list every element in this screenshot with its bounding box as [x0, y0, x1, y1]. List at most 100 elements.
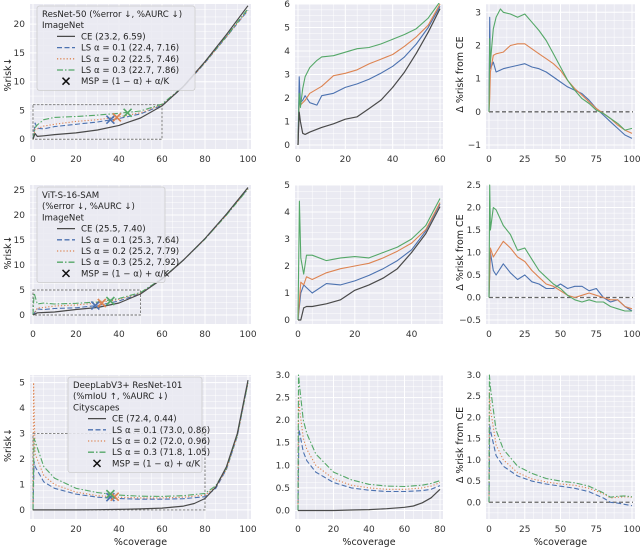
y-tick-label: 0.0 — [276, 506, 291, 516]
msp-marker-LS03 — [123, 108, 133, 118]
legend-title: ImageNet — [42, 21, 85, 31]
series-line-LS01 — [488, 16, 633, 139]
y-tick-label: −1 — [468, 141, 481, 151]
y-tick-label: 3 — [284, 71, 290, 81]
series-line-LS03 — [488, 374, 633, 503]
x-tick-label: 40 — [113, 525, 125, 535]
series-line-LS02 — [297, 3, 441, 146]
y-tick-label: 2.0 — [467, 204, 482, 214]
y-axis-label: Δ %risk from CE — [455, 407, 466, 483]
series-line-LS03 — [297, 374, 441, 511]
panel-deeplab-zoom: 0 20 40 60 80 0.0 0.5 1.0 1.5 2.0 2.5 3.0 %coverage — [276, 371, 446, 547]
x-tick-label: 40 — [406, 330, 418, 340]
x-tick-label: 0 — [30, 155, 36, 165]
y-tick-label: 1.0 — [467, 249, 482, 259]
y-tick-label: 0 — [284, 316, 290, 326]
y-tick-label: 25 — [14, 186, 25, 196]
plot-area — [297, 198, 441, 321]
y-tick-label: 1.5 — [467, 435, 481, 445]
x-tick-label: 20 — [328, 525, 340, 535]
y-tick-label: 3.0 — [467, 371, 482, 381]
y-tick-label: 3 — [475, 8, 481, 18]
x-tick-label: 80 — [199, 525, 211, 535]
series-line-CE — [298, 488, 441, 512]
msp-marker-stroke — [123, 108, 133, 118]
panel-resnet-delta: 0 25 50 75 100 −1 0 1 2 3 Δ %risk from CE — [455, 3, 640, 165]
y-tick-label: 5 — [284, 24, 290, 34]
legend-entry-label: CE (25.5, 7.40) — [81, 225, 146, 235]
zoom-region-box — [32, 289, 141, 316]
x-tick-label: 80 — [199, 330, 211, 340]
series-line-LS01 — [488, 425, 633, 507]
series-line-LS01 — [32, 382, 249, 510]
series-line-LS02 — [488, 240, 633, 310]
y-axis-label: %risk↓ — [3, 236, 14, 270]
panel-vit-delta: 0 25 50 75 100 −0.5 0.0 0.5 1.0 1.5 2.0 2.5 Δ %risk … — [455, 181, 640, 340]
legend-title: (%mIoU ↑, %AURC ↓) — [73, 392, 168, 402]
x-tick-label: 50 — [555, 155, 567, 165]
series-line-CE — [298, 206, 441, 321]
x-tick-label: 100 — [239, 330, 256, 340]
y-tick-label: 20 — [14, 211, 26, 221]
series-line-LS03 — [488, 8, 633, 131]
y-tick-label: 2 — [284, 94, 290, 104]
x-tick-label: 20 — [349, 330, 361, 340]
legend-frame — [67, 376, 203, 473]
y-tick-label: −0.5 — [459, 316, 481, 326]
y-tick-label: 15 — [14, 49, 25, 59]
y-tick-label: 4 — [284, 208, 290, 218]
plot-area — [488, 184, 633, 312]
x-tick-label: 25 — [519, 155, 530, 165]
legend-frame — [36, 5, 196, 91]
y-tick-label: 0 — [19, 506, 25, 516]
legend: ViT-S-16-SAM(%error ↓, %AURC ↓)ImageNet C… — [36, 186, 179, 283]
x-tick-label: 0 — [486, 330, 492, 340]
y-axis-label: %risk↓ — [3, 428, 14, 462]
plot-area — [32, 187, 249, 316]
legend-title: ViT-S-16-SAM — [42, 191, 99, 201]
msp-marker-LS02 — [110, 492, 120, 502]
y-tick-label: 1.0 — [467, 456, 482, 466]
series-line-CE — [297, 8, 441, 146]
legend-title: ResNet-50 (%error ↓, %AURC ↓) — [42, 10, 182, 20]
x-tick-label: 60 — [156, 525, 168, 535]
x-tick-label: 20 — [70, 330, 82, 340]
y-tick-label: 1 — [284, 289, 290, 299]
plot-area — [297, 374, 441, 512]
y-tick-label: 10 — [14, 261, 26, 271]
legend-entry-label: LS α = 0.2 (25.2, 7.79) — [81, 247, 179, 257]
plot-area — [32, 379, 249, 511]
gridlines — [295, 374, 443, 519]
y-tick-label: 4 — [284, 47, 290, 57]
x-tick-label: 20 — [70, 155, 82, 165]
y-tick-label: 2.5 — [276, 394, 290, 404]
x-tick-label: 100 — [623, 330, 640, 340]
series-line-LS02 — [297, 392, 441, 511]
x-tick-label: 40 — [387, 155, 399, 165]
y-tick-label: 2 — [284, 262, 290, 272]
x-axis-label: %coverage — [114, 537, 167, 547]
panel-deeplab-delta: 0 25 50 75 100 0.0 0.5 1.0 1.5 2.0 2.5 3.0 Δ %risk f… — [455, 371, 640, 547]
x-tick-label: 40 — [113, 155, 125, 165]
x-tick-label: 25 — [519, 330, 530, 340]
x-tick-label: 50 — [555, 330, 567, 340]
x-icon-stroke — [61, 77, 71, 86]
msp-marker-stroke — [105, 296, 115, 306]
x-tick-label: 60 — [156, 330, 168, 340]
series-line-CE — [32, 187, 249, 316]
y-tick-label: 2 — [475, 41, 481, 51]
x-tick-label: 75 — [591, 525, 602, 535]
legend-entry-label: MSP = (1 − α) + α/K — [112, 459, 200, 469]
x-tick-label: 100 — [623, 525, 640, 535]
x-tick-label: 0 — [30, 525, 36, 535]
series-line-CE — [33, 379, 249, 511]
panel-vit-full: 0 20 40 60 80 100 0 5 10 15 20 25 %risk↓ ViT-S-16-SAM… — [3, 185, 257, 340]
x-tick-label: 100 — [239, 525, 256, 535]
x-tick-label: 0 — [30, 330, 36, 340]
legend-entry-label: LS α = 0.3 (22.7, 7.86) — [81, 66, 179, 76]
series-line-LS02 — [32, 188, 249, 316]
x-tick-label: 60 — [434, 155, 446, 165]
legend-msp-x-icon — [61, 77, 71, 86]
x-icon-stroke — [61, 269, 71, 278]
msp-marker-LS02 — [112, 112, 122, 122]
